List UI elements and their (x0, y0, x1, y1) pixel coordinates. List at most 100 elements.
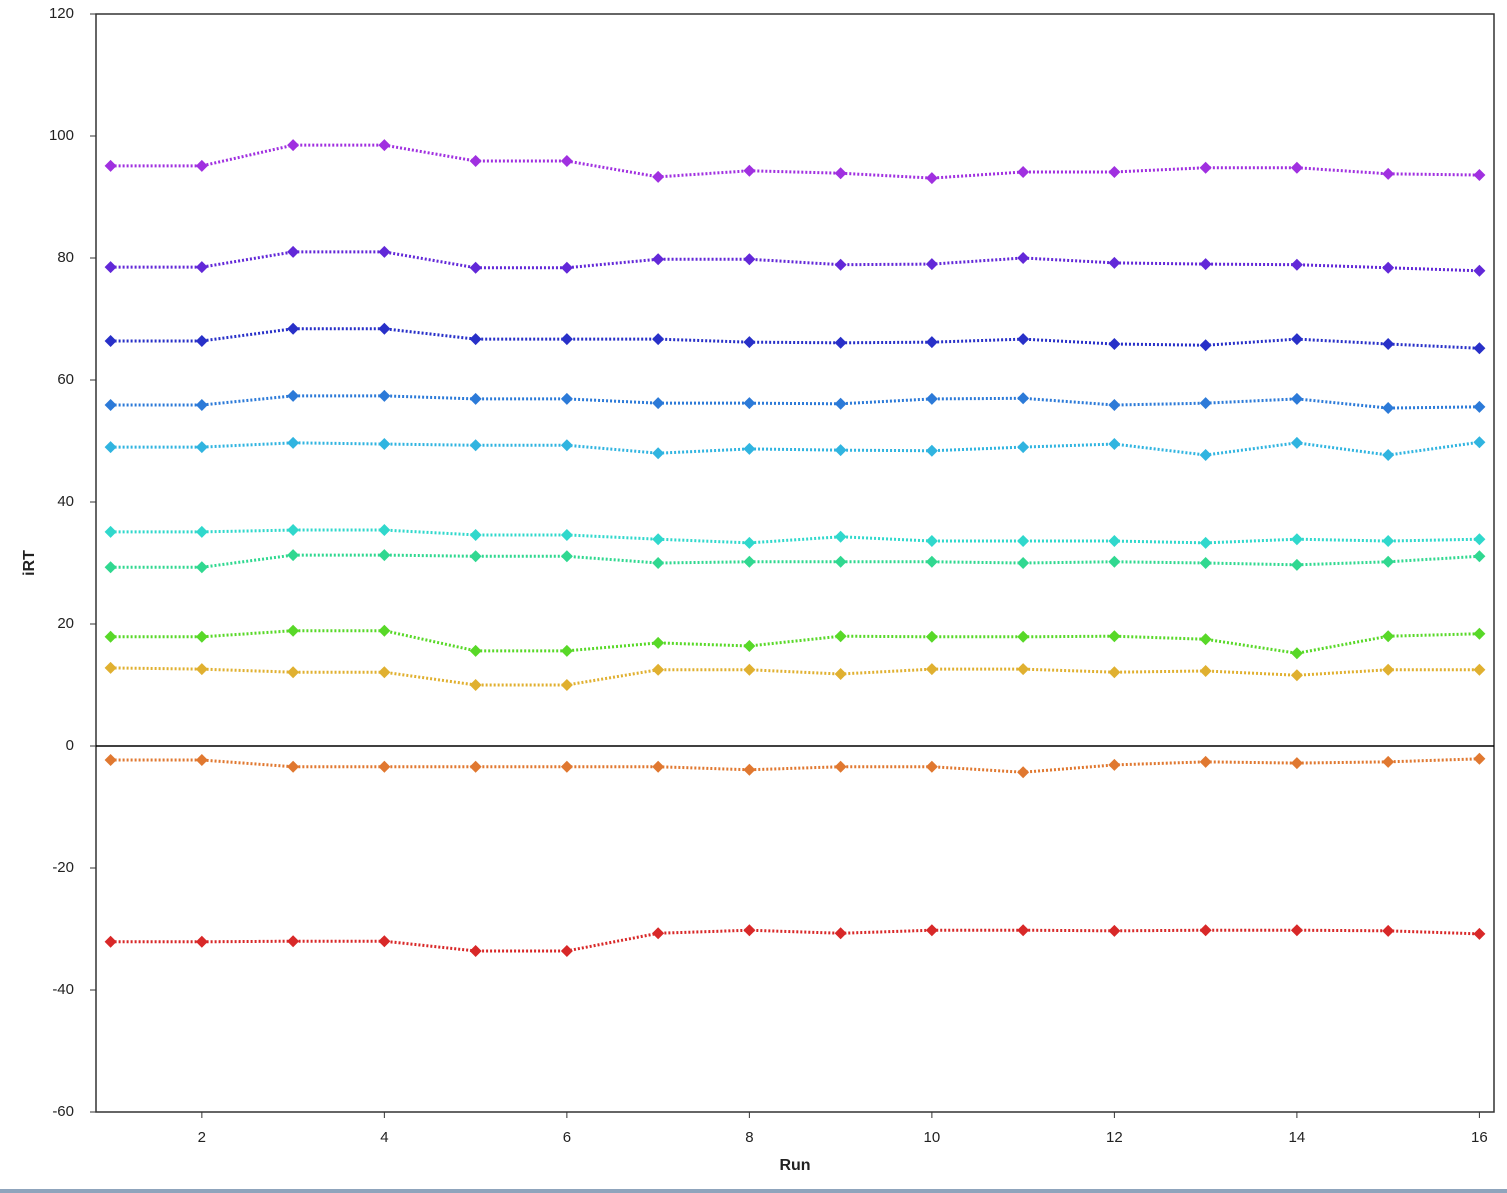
marker (469, 944, 482, 957)
marker (1108, 924, 1121, 937)
marker (743, 555, 756, 568)
marker (1382, 449, 1395, 462)
marker (652, 557, 665, 569)
marker (560, 644, 573, 657)
marker (1017, 535, 1030, 548)
marker (1017, 392, 1030, 405)
marker (1473, 927, 1486, 940)
marker (469, 760, 482, 773)
marker (925, 760, 938, 773)
marker (1382, 261, 1395, 274)
marker (743, 924, 756, 937)
y-tick-label: 60 (57, 371, 74, 388)
marker (1108, 535, 1121, 548)
x-tick-label: 12 (1106, 1129, 1123, 1146)
marker (1290, 436, 1303, 449)
marker (104, 630, 117, 643)
marker (104, 525, 117, 538)
marker (1199, 258, 1212, 271)
marker (743, 253, 756, 266)
marker (560, 439, 573, 452)
marker (743, 763, 756, 776)
marker (1473, 436, 1486, 449)
marker (378, 666, 391, 679)
series-line (110, 440, 1480, 457)
marker (287, 322, 300, 335)
marker (652, 447, 665, 460)
marker (1290, 533, 1303, 546)
marker (469, 644, 482, 657)
marker (287, 245, 300, 258)
marker (743, 164, 756, 177)
marker (1199, 536, 1212, 549)
marker (652, 333, 665, 346)
marker (1108, 338, 1121, 351)
marker (195, 334, 208, 347)
y-axis-label: iRT (21, 550, 38, 576)
marker (560, 392, 573, 405)
marker (652, 170, 665, 183)
marker (560, 528, 573, 541)
y-tick-label: 100 (49, 127, 74, 144)
marker (1290, 333, 1303, 346)
marker (1473, 533, 1486, 546)
marker (560, 760, 573, 773)
marker (1199, 161, 1212, 174)
marker (1473, 752, 1486, 765)
marker (195, 261, 208, 274)
marker (195, 441, 208, 454)
marker (1473, 550, 1486, 563)
marker (1199, 633, 1212, 646)
marker (834, 927, 847, 940)
marker (1290, 392, 1303, 405)
marker (1382, 402, 1395, 415)
marker (378, 760, 391, 773)
marker (469, 155, 482, 168)
marker (1199, 339, 1212, 352)
marker (378, 322, 391, 335)
marker (378, 524, 391, 537)
marker (834, 668, 847, 681)
y-tick-label: 120 (49, 5, 74, 22)
marker (925, 172, 938, 185)
marker (104, 159, 117, 172)
marker (1290, 924, 1303, 937)
marker (1199, 664, 1212, 677)
marker (834, 630, 847, 643)
marker (1017, 333, 1030, 346)
marker (1473, 169, 1486, 182)
marker (1290, 258, 1303, 271)
marker (925, 392, 938, 405)
series-line (110, 757, 1480, 774)
marker (378, 549, 391, 562)
y-tick-label: 40 (57, 493, 74, 510)
x-axis-label: Run (779, 1157, 810, 1174)
marker (834, 397, 847, 410)
marker (1108, 666, 1121, 679)
marker (469, 550, 482, 563)
x-tick-label: 16 (1471, 1129, 1488, 1146)
marker (1017, 557, 1030, 569)
marker (104, 561, 117, 574)
marker (195, 525, 208, 538)
marker (287, 935, 300, 948)
marker (560, 679, 573, 691)
marker (1290, 669, 1303, 682)
marker (1017, 441, 1030, 454)
marker (104, 334, 117, 347)
marker (1473, 400, 1486, 413)
marker (1473, 264, 1486, 277)
marker (652, 663, 665, 676)
marker (743, 336, 756, 349)
y-tick-label: 80 (57, 249, 74, 266)
marker (378, 935, 391, 948)
marker (1382, 555, 1395, 568)
y-tick-label: -40 (52, 981, 74, 998)
marker (378, 245, 391, 258)
marker (1108, 165, 1121, 178)
marker (1290, 558, 1303, 571)
y-tick-label: -20 (52, 859, 74, 876)
marker (1199, 557, 1212, 569)
marker (104, 754, 117, 767)
